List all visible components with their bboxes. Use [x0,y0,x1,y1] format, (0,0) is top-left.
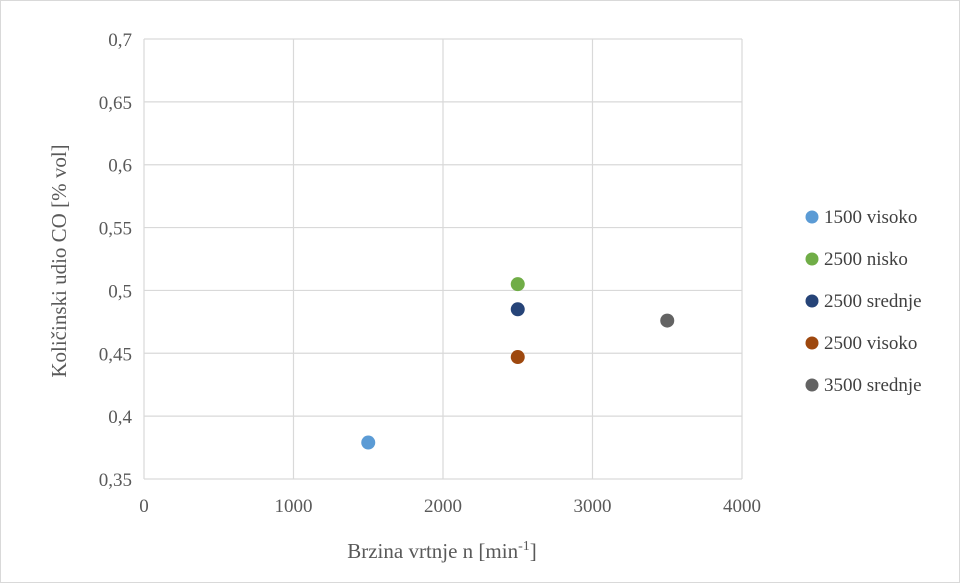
data-point [660,313,675,328]
legend-label: 1500 visoko [824,207,917,228]
x-axis-title: Brzina vrtnje n [min-1] [347,539,537,563]
y-tick-label: 0,7 [108,30,132,51]
y-tick-labels: 0,35 0,4 0,45 0,5 0,55 0,6 0,65 0,7 [99,30,133,491]
legend-label: 2500 srednje [824,291,922,312]
legend-label: 3500 srednje [824,375,922,396]
data-point [510,277,525,292]
data-point [510,350,525,365]
y-tick-label: 0,55 [99,219,132,240]
legend-label: 2500 nisko [824,249,908,270]
y-tick-label: 0,35 [99,470,132,491]
x-tick-label: 3000 [574,496,612,517]
data-point [361,435,376,450]
y-tick-label: 0,4 [108,407,132,428]
x-tick-label: 2000 [424,496,462,517]
y-axis-title: Količinski udio CO [% vol] [47,144,71,377]
y-tick-label: 0,5 [108,281,132,302]
legend-marker [805,336,819,350]
x-tick-labels: 0 1000 2000 3000 4000 [139,496,761,517]
legend-marker [805,210,819,224]
data-points [361,277,675,450]
data-point [510,302,525,317]
grid [143,38,743,480]
legend-label: 2500 visoko [824,333,917,354]
x-tick-label: 1000 [275,496,313,517]
legend-marker [805,294,819,308]
legend: 1500 visoko 2500 nisko 2500 srednje 2500 vi… [805,207,922,396]
y-tick-label: 0,45 [99,344,132,365]
x-tick-label: 0 [139,496,149,517]
y-tick-label: 0,6 [108,156,132,177]
legend-marker [805,252,819,266]
y-tick-label: 0,65 [99,93,132,114]
x-tick-label: 4000 [723,496,761,517]
legend-marker [805,378,819,392]
